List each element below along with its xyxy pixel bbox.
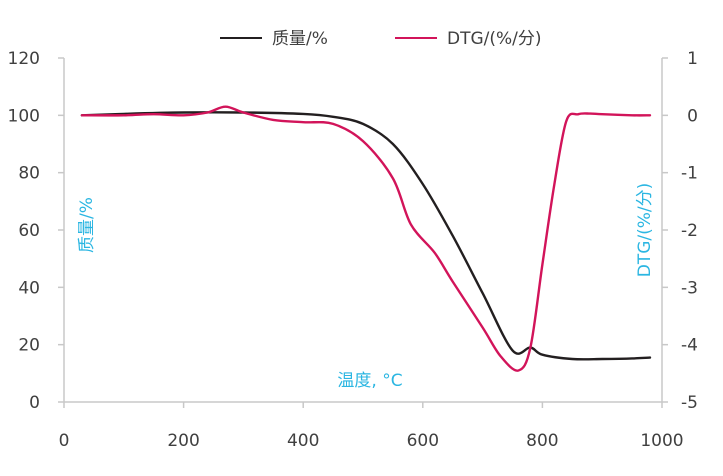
series-line-mass (80, 111, 652, 361)
y-axis-left-title: 质量/% (77, 197, 97, 253)
y2-tick-label: -5 (681, 393, 698, 413)
y-axis-right-ticks: -5 -4 -3 -2 -1 0 1 (662, 49, 698, 413)
x-axis-ticks: 0 200 400 600 800 1000 (59, 402, 684, 451)
x-tick-label: 800 (526, 431, 558, 451)
x-tick-label: 400 (287, 431, 319, 451)
x-tick-label: 1000 (640, 431, 683, 451)
y2-tick-label: 1 (687, 49, 698, 69)
series-layer (80, 105, 652, 372)
y-tick-label: 60 (18, 221, 40, 241)
y2-tick-label: -3 (681, 278, 698, 298)
x-tick-label: 600 (407, 431, 439, 451)
legend-label-dtg: DTG/(%/分) (447, 29, 542, 49)
y2-tick-label: 0 (687, 106, 698, 126)
x-tick-label: 0 (59, 431, 70, 451)
y2-tick-label: -4 (681, 336, 698, 356)
y2-tick-label: -1 (681, 164, 698, 184)
series-line-dtg (80, 105, 652, 372)
y-tick-label: 40 (18, 278, 40, 298)
y-axis-right-title: DTG/(%/分) (635, 183, 655, 278)
y-tick-label: 80 (18, 164, 40, 184)
y-tick-label: 100 (8, 106, 40, 126)
legend: 质量/% DTG/(%/分) (220, 29, 542, 49)
y-tick-label: 0 (29, 393, 40, 413)
x-tick-label: 200 (167, 431, 199, 451)
plot-frame (63, 58, 663, 403)
y-tick-label: 120 (8, 49, 40, 69)
legend-label-mass: 质量/% (272, 29, 328, 49)
y-tick-label: 20 (18, 336, 40, 356)
y-axis-left-ticks: 0 20 40 60 80 100 120 (8, 49, 64, 413)
x-axis-title: 温度, °C (337, 371, 402, 391)
y2-tick-label: -2 (681, 221, 698, 241)
